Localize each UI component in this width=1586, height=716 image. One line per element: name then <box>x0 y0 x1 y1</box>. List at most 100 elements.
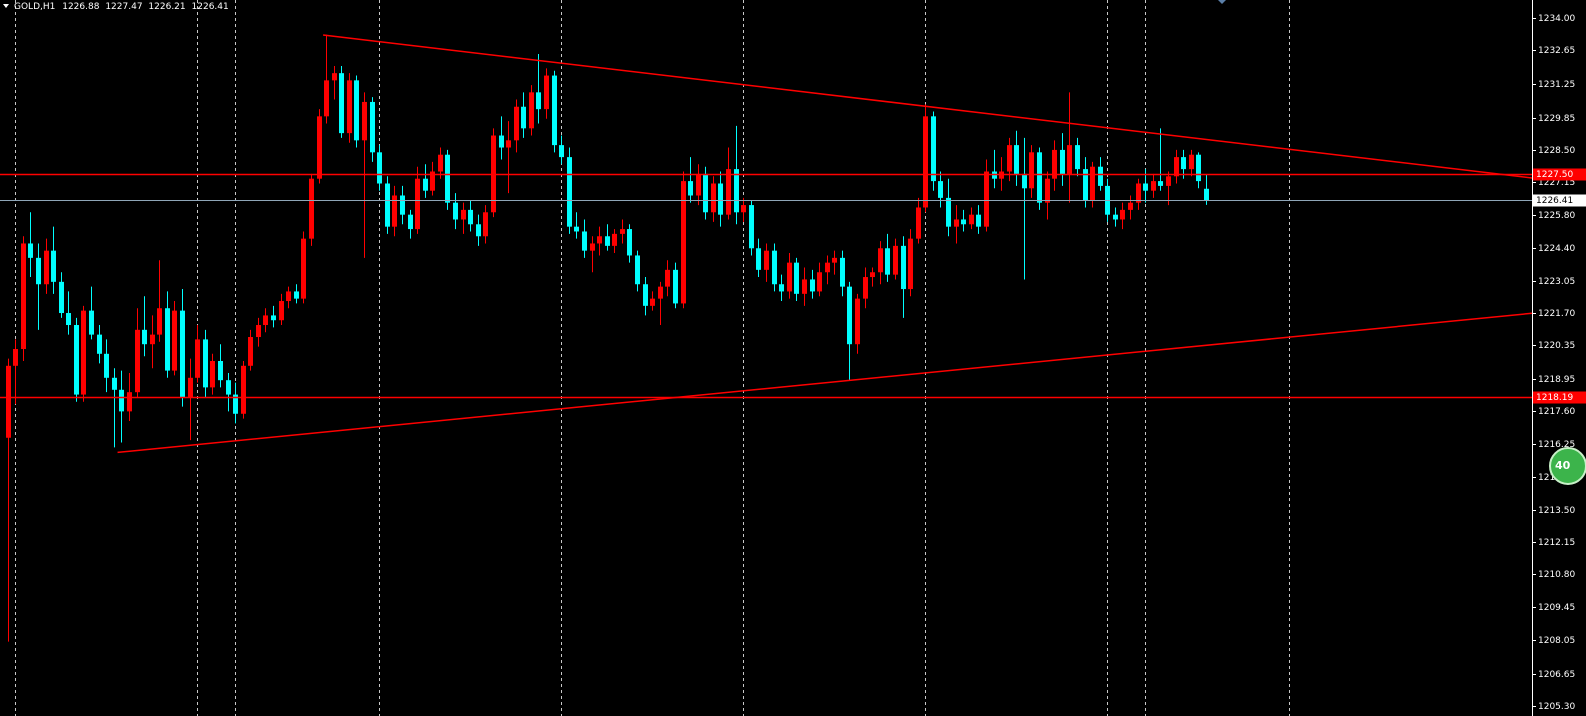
candle-body <box>392 195 397 227</box>
candle-body <box>536 92 541 110</box>
badge-text: 40 <box>1555 459 1571 472</box>
candle-body <box>734 169 739 213</box>
y-tick-label: 1225.80 <box>1538 211 1575 221</box>
candle-body <box>112 377 117 390</box>
candle-body <box>142 329 147 345</box>
candle-body <box>552 75 557 146</box>
badge-circle <box>1549 447 1586 485</box>
candle-body <box>643 284 648 306</box>
candle-body <box>468 209 473 225</box>
candle-body <box>931 116 936 182</box>
candle-body <box>658 286 663 299</box>
chart-header: GOLD,H1 1226.88 1227.47 1226.21 1226.41 <box>14 2 229 12</box>
candle-body <box>1189 154 1194 170</box>
menu-arrow[interactable] <box>3 4 9 8</box>
candle-body <box>506 140 511 148</box>
candle-body <box>756 248 761 270</box>
candle-body <box>1007 145 1012 172</box>
candle-body <box>119 389 124 412</box>
header-high: 1227.47 <box>105 2 142 12</box>
y-tick-label: 1216.25 <box>1538 440 1575 450</box>
candle-body <box>711 183 716 213</box>
candle-body <box>59 281 64 314</box>
candle-body <box>567 157 572 227</box>
candle-body <box>430 171 435 191</box>
candle-body <box>97 334 102 354</box>
candle-body <box>764 250 769 270</box>
y-tick-label: 1224.40 <box>1538 244 1575 254</box>
candle-body <box>870 272 875 278</box>
candle-body <box>1029 152 1034 189</box>
candle-body <box>233 394 238 414</box>
symbol: GOLD,H1 <box>14 2 55 12</box>
candle-body <box>28 243 33 258</box>
candle-body <box>332 73 337 81</box>
y-tick-label: 1229.85 <box>1538 114 1575 124</box>
candle-body <box>127 392 132 412</box>
candle-body <box>483 212 488 237</box>
candle-body <box>1098 166 1103 186</box>
candle-body <box>650 298 655 306</box>
candle-body <box>6 365 11 438</box>
candle-body <box>324 80 329 117</box>
candle-body <box>938 181 943 198</box>
candle-body <box>544 75 549 110</box>
candle-body <box>1204 188 1209 201</box>
candle-body <box>969 214 974 225</box>
price-label-box <box>1533 168 1586 181</box>
candle-body <box>415 178 420 230</box>
candle-body <box>688 181 693 196</box>
y-tick-label: 1213.50 <box>1538 506 1575 516</box>
candle-body <box>226 380 231 395</box>
candle-body <box>681 181 686 304</box>
header-open: 1226.88 <box>62 2 99 12</box>
trendline <box>322 34 1533 179</box>
candle-body <box>696 173 701 196</box>
candle-body <box>1022 173 1027 189</box>
candle-body <box>453 202 458 220</box>
candle-body <box>1113 214 1118 220</box>
candle-body <box>802 279 807 294</box>
candle-body <box>901 245 906 290</box>
candle-body <box>1090 166 1095 201</box>
candle-body <box>210 360 215 388</box>
candle-body <box>529 92 534 129</box>
candle-body <box>605 236 610 246</box>
candle-body <box>810 279 815 292</box>
candle-body <box>726 169 731 215</box>
candle-body <box>794 262 799 294</box>
y-tick-label: 1210.80 <box>1538 570 1575 580</box>
candle-body <box>1136 183 1141 203</box>
candle-body <box>582 231 587 251</box>
candle-body <box>279 301 284 321</box>
y-tick-label: 1209.45 <box>1538 603 1575 613</box>
candle-body <box>271 315 276 321</box>
candle-body <box>165 308 170 371</box>
candle-body <box>248 337 253 366</box>
bid-label: 1226.41 <box>1536 196 1573 206</box>
candle-body <box>574 226 579 232</box>
y-tick-label: 1234.00 <box>1538 14 1575 24</box>
candle-body <box>620 229 625 234</box>
candle-body <box>521 106 526 129</box>
candle-body <box>408 214 413 230</box>
y-tick-label: 1206.65 <box>1538 670 1575 680</box>
candle-body <box>172 310 177 371</box>
candle-body <box>445 154 450 203</box>
price-label-box <box>1533 391 1586 404</box>
candle-body <box>301 238 306 299</box>
candle-body <box>673 269 678 304</box>
candle-body <box>923 116 928 208</box>
candle-body <box>370 101 375 153</box>
candle-body <box>817 272 822 292</box>
candle-body <box>1166 176 1171 186</box>
candle-body <box>44 250 49 285</box>
candle-body <box>916 207 921 239</box>
y-tick-label: 1223.05 <box>1538 277 1575 287</box>
candle-body <box>241 365 246 414</box>
price-label: 1227.50 <box>1536 170 1573 180</box>
candle-body <box>339 73 344 134</box>
candle-body <box>423 178 428 191</box>
